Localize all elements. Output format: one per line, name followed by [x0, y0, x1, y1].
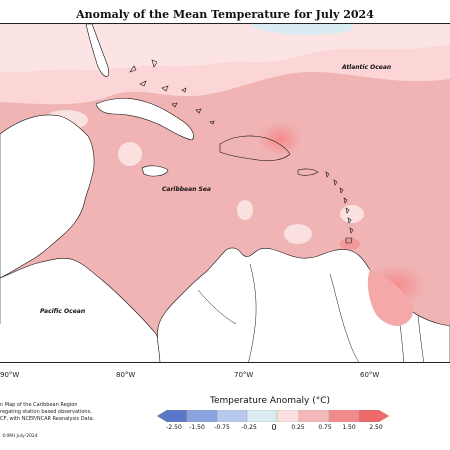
legend-title: Temperature Anomaly (°C): [209, 396, 330, 406]
legend-swatch-3: [216, 410, 248, 422]
legend-color-bar: [157, 410, 389, 422]
land-florida: [85, 24, 109, 77]
warm-hotspot-trinidad: [340, 238, 360, 250]
longitude-label-60w: 60°W: [360, 371, 380, 379]
longitude-label-70w: 70°W: [234, 371, 254, 379]
legend-swatch-5: [276, 410, 300, 422]
anomaly-band-north-pale: [0, 24, 450, 73]
land-yucatan-mexico: [0, 114, 95, 279]
legend-swatch-8: [358, 410, 389, 422]
land-jamaica: [141, 165, 169, 177]
label-caribbean-sea: Caribbean Sea: [162, 186, 211, 193]
legend-label: 1.50: [342, 424, 356, 431]
footnote-line-2: regating station based observations,: [0, 409, 92, 415]
map-canvas: Atlantic Ocean Caribbean Sea Pacific Oce…: [0, 24, 450, 362]
legend-label: -1.50: [189, 424, 205, 431]
warm-patch-guiana-coast: [367, 270, 414, 326]
map-credit: ©IMH July-2024: [2, 434, 38, 439]
legend-swatch-2: [186, 410, 218, 422]
label-pacific-ocean: Pacific Ocean: [40, 308, 85, 315]
legend-label: -2.50: [166, 424, 182, 431]
footnote-line-3: CF, with NCEP/NCAR Reanalysis Data.: [0, 416, 95, 422]
footnote-line-1: n Map of the Caribbean Region: [0, 402, 78, 408]
land-bahamas: [129, 59, 215, 125]
pale-patch-cayman: [118, 142, 142, 166]
longitude-label-80w: 80°W: [116, 371, 136, 379]
pacific-no-data: [0, 318, 155, 362]
legend-label: 0.25: [291, 424, 305, 431]
land-hispaniola: [219, 135, 291, 162]
pale-patch-south: [284, 224, 312, 244]
map-footnote: n Map of the Caribbean Region regating s…: [0, 402, 150, 423]
warm-hotspot-hispaniola: [258, 122, 302, 156]
legend-swatch-6: [298, 410, 330, 422]
legend-label: 2.50: [369, 424, 383, 431]
legend-labels: -2.50 -1.50 -0.75 -0.25 0 0.25 0.75 1.50…: [150, 423, 400, 434]
pale-patch-central: [237, 200, 253, 220]
legend-swatch-4: [246, 410, 278, 422]
legend-swatch-1: [157, 410, 188, 422]
land-puerto-rico: [297, 168, 319, 176]
legend-label: 0.75: [318, 424, 332, 431]
legend-label-zero: 0: [271, 423, 277, 432]
pale-patch-antilles: [340, 205, 364, 223]
map-title: Anomaly of the Mean Temperature for July…: [76, 8, 374, 21]
legend-swatch-7: [328, 410, 360, 422]
label-atlantic-ocean: Atlantic Ocean: [341, 64, 391, 71]
land-cuba: [95, 98, 194, 141]
legend-label: -0.75: [214, 424, 230, 431]
longitude-label-90w: 90°W: [0, 371, 20, 379]
land-lesser-antilles: [325, 171, 354, 244]
legend-label: -0.25: [241, 424, 257, 431]
cool-anomaly-patch: [252, 24, 352, 35]
anomaly-map: Atlantic Ocean Caribbean Sea Pacific Oce…: [0, 23, 450, 363]
